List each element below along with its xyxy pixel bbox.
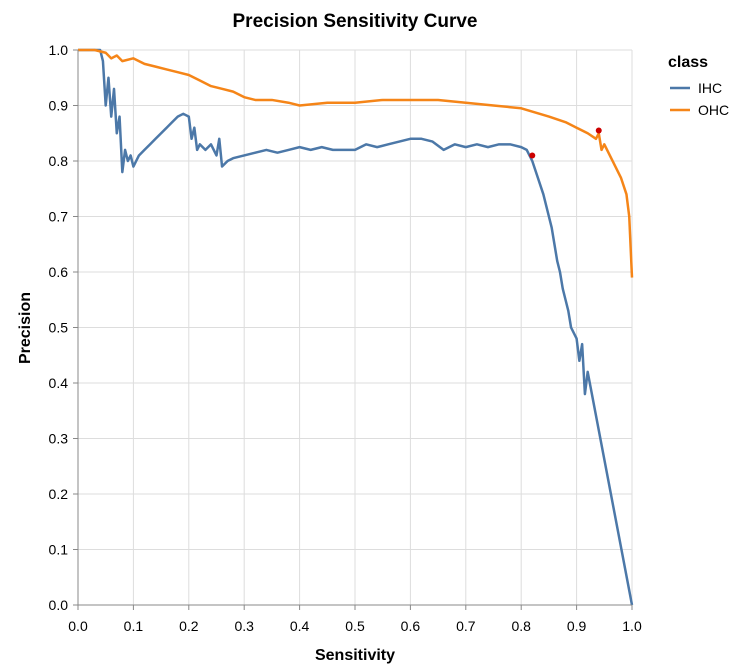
y-tick-label: 0.8 <box>49 153 69 169</box>
y-tick-label: 0.2 <box>49 486 69 502</box>
marker-layer <box>529 127 602 159</box>
x-tick-label: 0.9 <box>567 618 587 634</box>
y-tick-label: 0.6 <box>49 264 69 280</box>
x-tick-label: 0.4 <box>290 618 310 634</box>
y-tick-label: 0.9 <box>49 98 69 114</box>
legend-item-ihc: IHC <box>670 80 722 96</box>
legend: class IHC OHC <box>668 54 729 118</box>
legend-item-ohc: OHC <box>670 102 729 118</box>
x-tick-label: 0.0 <box>68 618 88 634</box>
y-tick-label: 1.0 <box>49 42 69 58</box>
y-tick-label: 0.1 <box>49 542 69 558</box>
x-axis-title: Sensitivity <box>315 647 395 664</box>
highlight-point <box>529 152 536 159</box>
y-tick-label: 0.7 <box>49 209 69 225</box>
legend-items: IHC OHC <box>670 80 729 118</box>
legend-label: IHC <box>698 80 722 96</box>
series-line-ihc <box>78 48 634 606</box>
legend-label: OHC <box>698 102 729 118</box>
y-axis-title: Precision <box>17 292 34 364</box>
y-tick-label: 0.5 <box>49 320 69 336</box>
axis-layer: 0.0 0.1 0.2 0.3 0.4 0.5 0.6 0.7 0.8 0.9 1.0 0.0 0.1 0… <box>49 42 642 634</box>
highlight-point <box>595 127 602 134</box>
x-tick-label: 0.1 <box>124 618 144 634</box>
x-tick-label: 0.6 <box>401 618 421 634</box>
x-tick-label: 0.3 <box>234 618 254 634</box>
y-tick-label: 0.4 <box>49 375 69 391</box>
x-tick-label: 1.0 <box>622 618 642 634</box>
series-layer <box>78 48 634 606</box>
x-tick-label: 0.2 <box>179 618 199 634</box>
chart-title: Precision Sensitivity Curve <box>233 11 478 32</box>
x-tick-label: 0.7 <box>456 618 476 634</box>
y-tick-label: 0.0 <box>49 597 69 613</box>
series-line-ohc <box>78 48 634 278</box>
x-tick-label: 0.8 <box>511 618 531 634</box>
x-tick-label: 0.5 <box>345 618 365 634</box>
legend-title: class <box>668 54 708 71</box>
y-tick-label: 0.3 <box>49 431 69 447</box>
